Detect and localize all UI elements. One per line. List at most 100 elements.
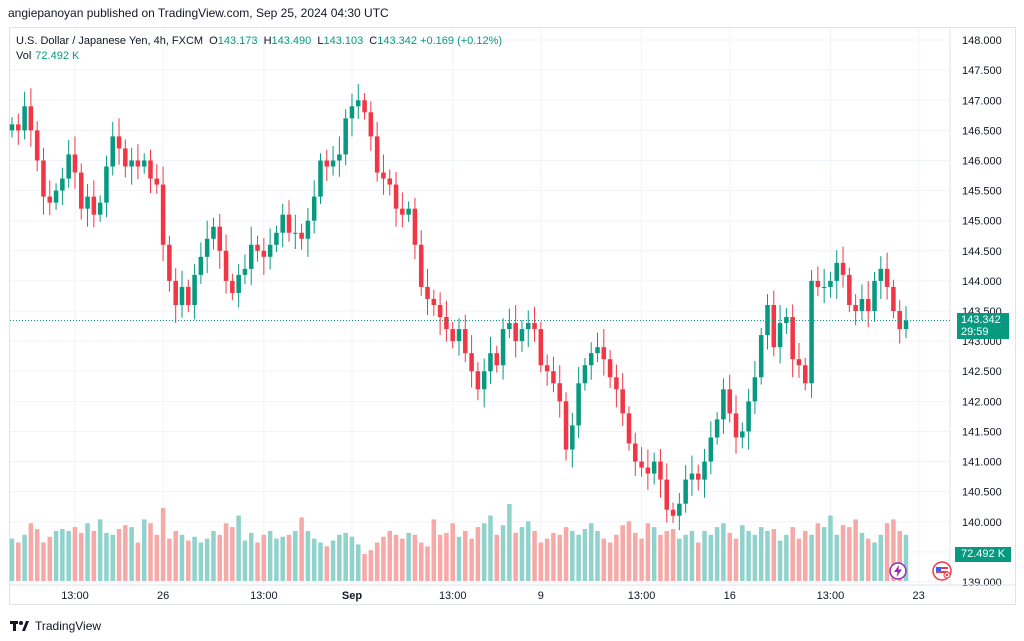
volume-bar [576,534,581,581]
flag-icon[interactable] [931,561,953,581]
candle-body [752,377,758,402]
candle-body [614,377,619,390]
volume-bar [658,534,663,581]
volume-bar [513,532,518,581]
volume-bar [790,527,795,581]
volume-bar [116,529,122,581]
y-tick-label: 140.500 [962,487,1002,499]
candle-body [821,286,827,288]
candle-body [576,383,581,426]
low-label: L [317,35,324,47]
volume-bar [588,523,594,581]
candle-body [9,124,15,131]
candle-body [828,280,833,287]
x-tick-label: 26 [157,590,169,602]
footer-brand[interactable]: TradingView [35,619,102,633]
volume-bar [740,525,745,581]
y-tick-label: 147.000 [962,95,1002,107]
volume-bar [595,530,600,581]
candle-body [261,250,267,257]
volume-bar [97,519,103,581]
volume-bar [211,530,216,581]
candle-body [78,172,84,209]
candle-body [683,479,688,504]
volume-bar [557,534,562,581]
candle-body [777,323,783,348]
candle-body [148,160,153,179]
candle-body [765,304,770,336]
volume-bar [469,538,474,581]
volume-bar [47,536,53,581]
open-value: 143.173 [217,35,258,47]
volume-bar [481,523,487,581]
candle-body [431,298,437,305]
candle-body [349,106,355,119]
candle-body [677,503,682,516]
candle-body [406,208,411,215]
volume-bar [834,534,840,581]
x-tick-label: 13:00 [628,590,656,602]
candle-body [853,304,858,312]
volume-bar [305,530,311,581]
volume-bar [450,523,455,581]
candle-body [544,365,550,372]
volume-bar [544,538,550,581]
volume-bar [633,532,638,581]
y-tick-label: 141.500 [962,426,1002,438]
x-tick-label: 16 [724,590,736,602]
candle-body [551,371,556,384]
candle-body [211,226,216,239]
flash-icon[interactable] [888,561,908,581]
candle-body [198,256,204,275]
volume-bar [456,536,462,581]
symbol-title[interactable]: U.S. Dollar / Japanese Yen, 4h, FXCM [16,35,204,47]
volume-bar [311,538,317,581]
candle-body [670,509,676,516]
candle-body [135,160,141,167]
candle-body [708,437,714,462]
volume-bar [167,538,172,581]
volume-bar [872,542,877,581]
candle-body [865,298,871,312]
volume-bar [236,515,241,581]
candle-body [85,196,90,209]
candle-body [330,160,336,167]
candle-body [318,160,323,197]
candle-body [104,166,109,203]
candle-body [437,304,443,318]
candle-body [658,461,663,480]
candle-body [41,160,46,197]
candle-body [601,347,607,360]
volume-bar [532,530,537,581]
volume-bar [381,536,386,581]
y-tick-label: 147.500 [962,65,1002,77]
candle-body [387,178,393,185]
candle-body [97,202,103,215]
candle-body [28,106,34,131]
y-tick-label: 146.000 [962,155,1002,167]
volume-bar [614,534,619,581]
y-tick-label: 139.000 [962,577,1002,589]
candle-body [110,136,115,167]
candle-body [884,268,890,287]
candle-body [494,353,500,366]
candle-body [481,371,487,390]
volume-bar [242,540,248,581]
volume-bar [148,523,153,581]
low-value: 143.103 [323,35,364,47]
candle-body [374,136,380,173]
volume-bar [9,538,15,581]
volume-bar [110,534,115,581]
last-price-tag: 143.342 29:59 [957,312,1009,339]
candle-body [475,371,481,390]
volume-bar [570,530,575,581]
volume-bar [847,527,852,581]
y-tick-label: 148.000 [962,35,1002,47]
y-tick-label: 143.000 [962,336,1002,348]
candle-body [878,268,884,281]
candle-body [173,280,178,305]
volume-bar [85,523,90,581]
candle-body [847,274,852,305]
candle-body [299,232,304,239]
